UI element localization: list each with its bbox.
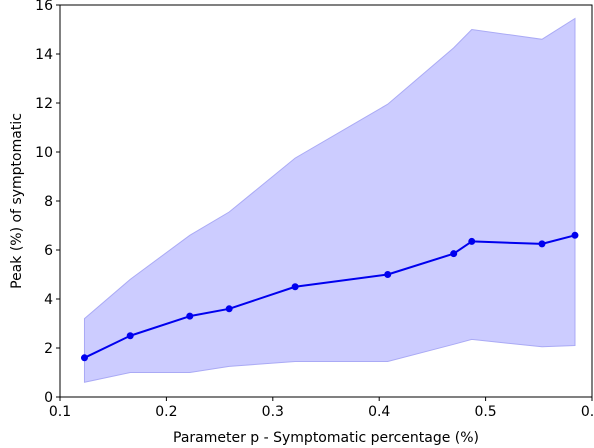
series-line [84,234,576,359]
x-axis-label: Parameter p - Symptomatic percentage (%) [173,430,479,446]
y-tick-label: 8 [44,194,53,210]
x-tick-label: 0.2 [155,404,177,420]
data-point [80,354,88,362]
data-point [225,305,233,313]
band-layer [83,17,576,383]
data-point [186,312,194,320]
data-point [291,283,299,291]
x-tick-label: 0.5 [474,404,496,420]
data-point [126,332,134,340]
data-point [571,231,579,239]
y-tick-label: 12 [35,96,53,112]
data-point [450,250,458,258]
y-tick-label: 10 [35,145,53,161]
x-tick-label: 0.4 [368,404,390,420]
data-point [384,271,392,278]
y-tick-label: 2 [44,341,53,357]
y-tick-label: 4 [44,292,53,308]
series-layer [80,231,579,362]
x-tick-label: 0.3 [262,404,284,420]
y-axis-label: Peak (%) of symptomatic [9,113,25,289]
x-tick-label: 0.6 [581,404,594,420]
y-tick-label: 14 [35,47,53,63]
y-tick-label: 6 [44,243,53,259]
y-axis-ticks: 0 2 4 6 8 10 12 14 16 [35,0,60,406]
confidence-band [83,17,576,383]
x-tick-label: 0.1 [49,404,71,420]
y-tick-label: 16 [35,0,53,14]
y-tick-label: 0 [44,390,53,406]
x-axis-ticks: 0.1 0.2 0.3 0.4 0.5 0.6 [49,397,594,420]
data-point [468,237,476,245]
data-point [538,240,546,248]
